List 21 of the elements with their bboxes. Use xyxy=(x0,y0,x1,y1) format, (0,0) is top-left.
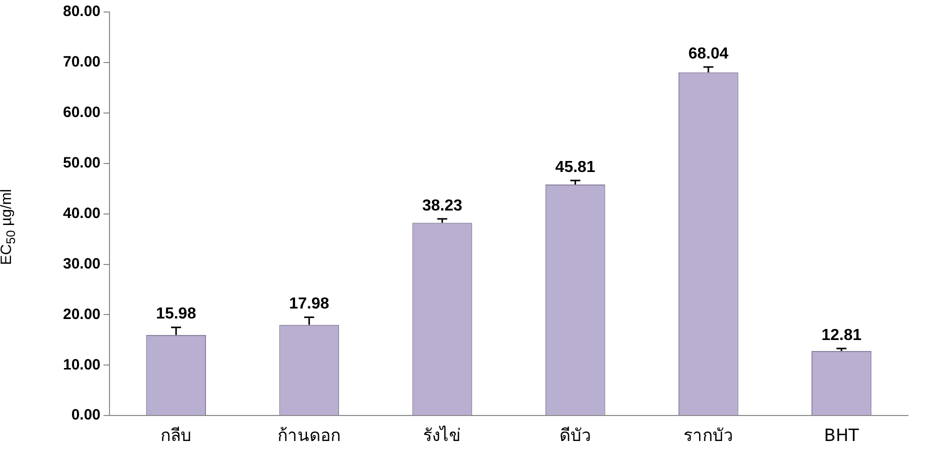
y-tick-label: 0.00 xyxy=(71,406,101,424)
y-tick-label: 60.00 xyxy=(62,104,101,122)
data-label: 45.81 xyxy=(555,158,596,176)
y-tick-label: 50.00 xyxy=(62,154,101,172)
x-tick-label: รังไข่ xyxy=(423,425,462,446)
data-label: 68.04 xyxy=(688,45,728,62)
y-tick-label: 40.00 xyxy=(62,204,101,222)
data-label: 38.23 xyxy=(422,197,462,214)
x-tick-label: ดีบัว xyxy=(559,426,592,446)
x-tick-label: BHT xyxy=(824,426,860,446)
data-label: 15.98 xyxy=(156,306,196,323)
x-tick-label: ก้านดอก xyxy=(278,426,341,446)
x-tick-label: กลีบ xyxy=(160,426,192,446)
data-label: 12.81 xyxy=(821,326,862,344)
y-tick-label: 20.00 xyxy=(62,306,101,323)
y-tick-label: 10.00 xyxy=(62,356,101,374)
data-label: 17.98 xyxy=(289,296,330,313)
y-tick-label: 70.00 xyxy=(62,54,101,71)
y-tick-label: 30.00 xyxy=(62,255,101,272)
y-tick-label: 80.00 xyxy=(62,3,101,20)
x-tick-label: รากบัว xyxy=(683,426,734,446)
